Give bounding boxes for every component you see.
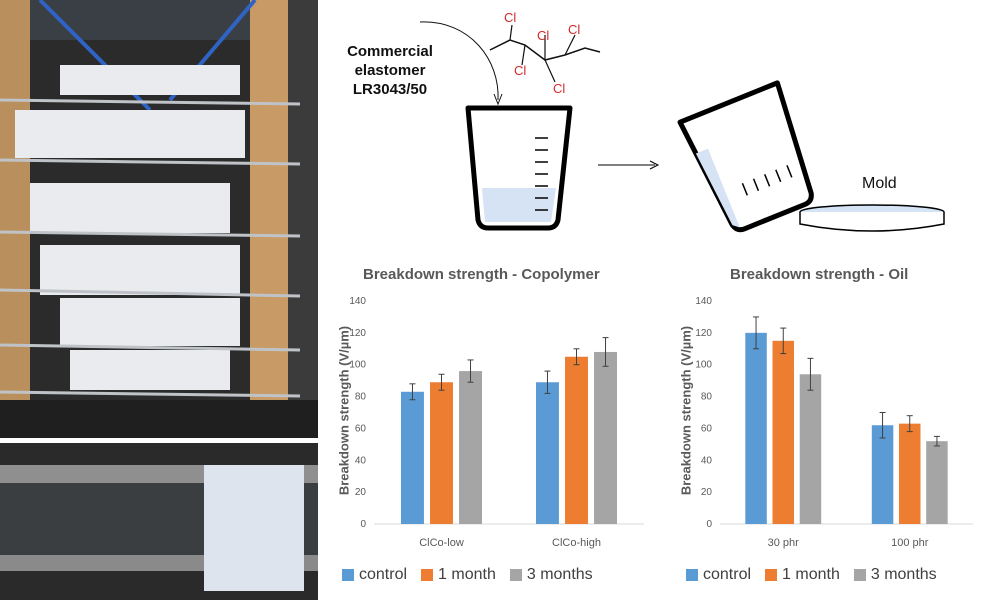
bar-3-months [594, 351, 617, 524]
legend-label: 3 months [526, 566, 593, 583]
legend-label: 1 month [438, 566, 496, 583]
legend-item-3-months: 3 months [509, 566, 593, 584]
y-tick-label: 80 [701, 392, 713, 403]
y-tick-label: 0 [360, 519, 366, 530]
legend-label: 3 months [870, 566, 937, 583]
chlorine-label: Cl [504, 10, 517, 25]
legend-swatch [421, 569, 434, 581]
legend-swatch [853, 569, 866, 581]
y-tick-label: 100 [695, 360, 712, 371]
y-tick-label: 140 [695, 296, 712, 307]
legend-swatch [342, 569, 354, 581]
drying-rack-photo [0, 0, 318, 438]
chlorine-label: Cl [537, 28, 550, 43]
chart-title: Breakdown strength - Copolymer [363, 266, 600, 283]
legend-label: control [703, 566, 752, 583]
y-tick-label: 140 [349, 296, 366, 307]
x-tick-label: ClCo-high [552, 537, 601, 549]
y-tick-label: 80 [355, 392, 367, 403]
legend-swatch [509, 569, 522, 581]
legend: control 1 month 3 months [342, 566, 607, 584]
legend-item-1-month: 1 month [421, 566, 496, 584]
y-tick-label: 120 [349, 328, 366, 339]
legend-label: control [359, 566, 408, 583]
bar-control [536, 382, 559, 524]
y-tick-label: 120 [695, 328, 712, 339]
y-tick-label: 20 [355, 487, 367, 498]
chlorine-label: Cl [514, 63, 527, 78]
bar-control [401, 391, 424, 524]
bar-3-months [926, 441, 948, 524]
bar-1-month [565, 356, 588, 524]
chart-title: Breakdown strength - Oil [730, 266, 909, 283]
x-tick-label: ClCo-low [419, 537, 464, 549]
bar-1-month [898, 423, 921, 524]
mold-label: Mold [862, 175, 897, 192]
legend: control 1 month 3 months [686, 566, 951, 584]
bar-control [871, 425, 894, 524]
legend-item-control: control [342, 566, 407, 584]
y-tick-label: 60 [701, 423, 713, 434]
y-tick-label: 0 [706, 519, 712, 530]
chlorine-label: Cl [568, 22, 581, 37]
legend-swatch [686, 569, 698, 581]
sample-film-photo [0, 443, 318, 600]
x-tick-label: 30 phr [768, 537, 800, 549]
bar-1-month [430, 382, 453, 524]
legend-item-3-months: 3 months [853, 566, 937, 584]
bar-control [745, 332, 767, 524]
y-tick-label: 40 [701, 455, 713, 466]
y-tick-label: 40 [355, 455, 367, 466]
bar-3-months [799, 374, 822, 524]
process-schematic [318, 0, 987, 255]
copolymer-chart: 0 20 40 60 80 100 120 140 ClCo-low ClCo-high [349, 296, 644, 549]
legend-label: 1 month [782, 566, 840, 583]
legend-item-control: control [686, 566, 751, 584]
x-tick-label: 100 phr [891, 537, 929, 549]
bar-3-months [459, 371, 482, 524]
oil-chart: 0 20 40 60 80 100 120 140 30 phr 100 phr [695, 296, 973, 549]
y-tick-label: 60 [355, 423, 367, 434]
y-tick-label: 20 [701, 487, 713, 498]
bar-1-month [772, 340, 795, 524]
y-tick-label: 100 [349, 360, 366, 371]
elastomer-label: Commercial elastomer LR3043/50 [347, 43, 433, 98]
chlorine-label: Cl [553, 81, 566, 96]
legend-swatch [765, 569, 778, 581]
legend-item-1-month: 1 month [765, 566, 840, 584]
